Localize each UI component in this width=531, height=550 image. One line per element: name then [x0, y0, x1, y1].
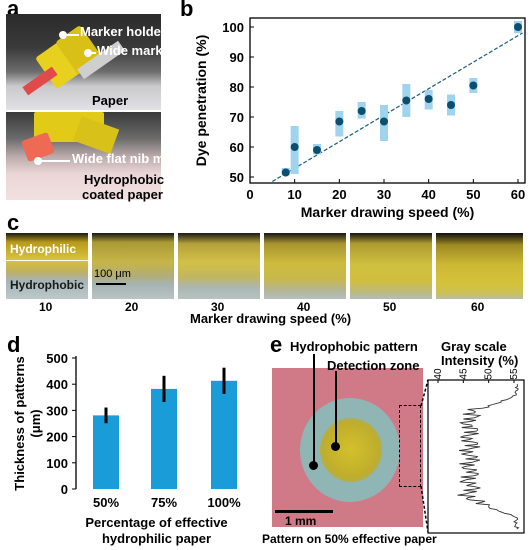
gray-tick-label: 50: [484, 368, 495, 380]
gray-scale-title-2: Intensity (%): [441, 353, 519, 368]
panel-d-letter: d: [7, 332, 21, 357]
x-tick-label: 10: [287, 187, 301, 202]
coated-paper-label-1: Hydrophobic: [84, 172, 165, 187]
x-axis-title: Marker drawing speed (%): [301, 204, 475, 220]
data-point: [290, 143, 299, 151]
y-tick-label: 100: [222, 20, 244, 35]
scale-bar-1mm: [275, 510, 333, 513]
hydrophilic-label: Hydrophilic: [10, 242, 77, 256]
wide-marker-line: [90, 52, 96, 54]
marker-holder-label: Marker holder: [80, 24, 166, 39]
detection-zone-spot: [320, 418, 382, 482]
x-tick-label: 0: [246, 187, 253, 202]
y-tick-label: 80: [230, 80, 244, 95]
x-tick-label: 40: [421, 187, 435, 202]
paper-label: Paper: [92, 93, 129, 108]
data-point: [281, 168, 290, 177]
marker-holder-line: [65, 34, 79, 36]
x-tick-label: 20: [332, 187, 346, 202]
coated-paper-label-2: coated paper: [82, 187, 163, 202]
scale-bar-1mm-text: 1 mm: [285, 514, 317, 528]
panel-a-top-photo: [6, 14, 161, 110]
flat-nib-pointer: [34, 157, 42, 165]
marker-holder-pointer: [59, 31, 67, 39]
speed-label: 40: [297, 300, 311, 314]
detection-zone-pointer: [331, 442, 340, 451]
cross-section-50: [350, 233, 432, 299]
detection-zone-label: Detection zone: [327, 358, 420, 373]
y-tick-label: 50: [230, 170, 244, 185]
flat-nib-line: [40, 160, 70, 162]
panel-c-letter: c: [7, 210, 20, 235]
panel-e-letter: e: [270, 332, 283, 357]
scale-bar-100um-text: 100 μm: [94, 268, 131, 280]
cross-section-strip: [6, 233, 523, 299]
plot-frame: [249, 17, 526, 184]
panel-a-bottom-photo: [6, 112, 161, 200]
y-tick-label: 70: [230, 110, 244, 125]
cross-section-10: [6, 233, 88, 299]
y-tick-label: 60: [230, 140, 244, 155]
speed-label: 30: [211, 300, 225, 314]
hydrophobic-pattern-label: Hydrophobic pattern: [290, 339, 418, 354]
cross-section-40: [264, 233, 346, 299]
data-point: [380, 117, 388, 126]
layer-divider: [6, 260, 88, 261]
cross-section-30: [178, 233, 260, 299]
data-point: [514, 23, 522, 31]
x-tick-label: 50: [466, 187, 480, 202]
hydrophobic-pattern-pointer-line: [313, 354, 315, 464]
x-tick-label: 60: [511, 187, 525, 202]
gray-tick-label: 45: [458, 368, 469, 380]
data-point: [357, 107, 366, 115]
hydrophobic-label: Hydrophobic: [10, 278, 84, 292]
data-point: [424, 95, 433, 103]
gray-tick-label: 40: [433, 368, 444, 380]
hydrophobic-pattern-pointer: [309, 461, 318, 470]
data-point: [469, 81, 478, 90]
panel-c-xlabel: Marker drawing speed (%): [190, 311, 352, 326]
cross-section-20: [92, 233, 174, 299]
wide-marker-label: Wide marker: [97, 43, 175, 58]
speed-label: 10: [39, 300, 53, 314]
gray-tick-label: 55: [509, 368, 520, 380]
flat-nib-label: Wide flat nib marker: [72, 151, 197, 166]
speed-label: 50: [383, 300, 397, 314]
x-tick-label: 30: [377, 187, 391, 202]
speed-label: 60: [471, 300, 485, 314]
panel-e-caption: Pattern on 50% effective paper: [262, 532, 437, 546]
speed-label: 20: [125, 300, 139, 314]
zoom-box: [399, 405, 421, 487]
panel-b-letter: b: [180, 0, 194, 21]
gray-scale-title-1: Gray scale: [441, 339, 507, 354]
data-point: [402, 96, 411, 105]
wide-marker-pointer: [84, 49, 92, 57]
y-tick-label: 90: [230, 50, 244, 65]
detection-zone-pointer-line: [335, 371, 337, 445]
detection-zone-photo: [272, 368, 423, 527]
gray-profile-line: [457, 383, 520, 530]
data-point: [335, 117, 344, 126]
data-point: [447, 101, 455, 109]
scale-bar-100um: [96, 283, 126, 285]
fit-line: [272, 32, 523, 183]
data-point: [313, 146, 321, 154]
y-axis-title: Dye penetration (%): [193, 35, 209, 166]
cross-section-60: [436, 233, 523, 299]
